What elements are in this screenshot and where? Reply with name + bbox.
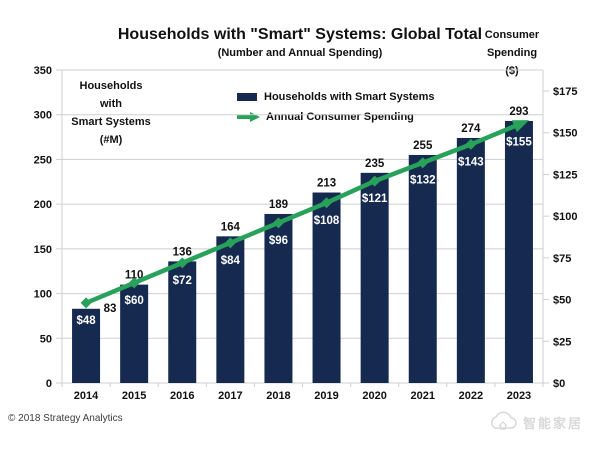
right-axis-tick-label: $125 [553, 169, 577, 181]
bar-2019 [312, 192, 341, 383]
x-axis-year-label: 2021 [411, 390, 435, 402]
legend-item-spending: Annual Consumer Spending [237, 109, 435, 125]
right-axis-tick-label: $75 [553, 253, 571, 265]
watermark-logo-icon [491, 411, 517, 430]
line-marker-2017 [224, 237, 236, 249]
bar-count-label: 293 [509, 106, 528, 118]
spending-value-label: $84 [221, 255, 241, 267]
watermark: 智能家居 [487, 400, 597, 444]
spending-value-label: $108 [314, 215, 340, 227]
left-axis-title-line: with [100, 98, 122, 110]
right-axis-tick-label: $25 [553, 336, 571, 348]
bar-swatch-icon [237, 93, 257, 101]
x-axis-year-label: 2020 [362, 390, 386, 402]
bar-2022 [456, 137, 485, 383]
line-marker-2022 [465, 138, 477, 150]
spending-value-label: $96 [269, 235, 288, 247]
line-marker-2014 [80, 297, 92, 309]
right-axis-title-line: Consumer [484, 29, 540, 41]
x-axis-year-label: 2016 [170, 390, 194, 402]
line-marker-2018 [272, 217, 284, 229]
right-axis-tick-label: $50 [553, 295, 571, 307]
x-axis-year-label: 2015 [122, 390, 146, 402]
line-marker-2016 [176, 257, 188, 269]
chart-legend: Households with Smart Systems Annual Con… [237, 89, 435, 125]
bar-count-label: 189 [269, 199, 288, 211]
left-axis-tick-label: 200 [34, 199, 52, 211]
x-axis-year-label: 2019 [314, 390, 338, 402]
bar-count-label: 136 [173, 246, 192, 258]
bar-2020 [360, 172, 389, 383]
left-axis-title-line: Smart Systems [71, 116, 151, 128]
spending-value-label: $72 [173, 275, 192, 287]
left-axis-tick-label: 100 [34, 289, 52, 301]
spending-value-label: $143 [458, 156, 484, 168]
bar-2021 [408, 154, 437, 383]
spending-value-label: $121 [362, 193, 388, 205]
bar-count-label: 255 [413, 140, 433, 152]
spending-line [85, 122, 520, 305]
right-axis-tick-label: $100 [553, 211, 577, 223]
legend-item-households: Households with Smart Systems [237, 89, 435, 105]
legend-label-spending: Annual Consumer Spending [266, 111, 414, 123]
left-axis-tick-label: 0 [46, 378, 52, 390]
left-axis-title-line: (#M) [99, 134, 123, 146]
line-marker-2021 [417, 157, 429, 169]
bar-2017 [216, 236, 245, 383]
spending-value-label: $155 [506, 136, 532, 148]
line-arrowhead [511, 120, 530, 133]
bar-count-label: 164 [221, 221, 241, 233]
spending-value-label: $60 [125, 295, 144, 307]
left-axis-tick-label: 250 [34, 154, 52, 166]
right-axis-title-line: Spending [486, 47, 538, 59]
spending-value-label: $132 [410, 175, 436, 187]
x-axis-year-label: 2017 [218, 390, 242, 402]
x-axis-year-label: 2023 [507, 390, 531, 402]
bar-count-label: 213 [317, 178, 336, 190]
bar-2016 [168, 261, 197, 383]
left-axis-tick-label: 50 [40, 333, 52, 345]
right-axis-title-line: ($) [505, 65, 519, 77]
copyright-text: © 2018 Strategy Analytics [8, 413, 123, 424]
chart-subtitle: (Number and Annual Spending) [217, 47, 383, 59]
x-axis-year-label: 2018 [266, 390, 290, 402]
left-axis-tick-label: 300 [34, 110, 52, 122]
chart-title: Households with "Smart" Systems: Global … [117, 26, 483, 43]
bar-2018 [264, 213, 293, 383]
bar-2015 [120, 284, 149, 383]
spending-value-label: $48 [76, 315, 96, 327]
right-axis-tick-label: $150 [553, 128, 577, 140]
right-axis-title: Consumer Spending ($) [462, 26, 562, 80]
x-axis-year-label: 2022 [459, 390, 483, 402]
bar-2014 [72, 308, 101, 383]
left-axis-title-line: Households [79, 80, 143, 92]
left-axis-tick-label: 350 [34, 65, 52, 77]
line-marker-2020 [369, 175, 381, 187]
right-axis-tick-label: $175 [553, 86, 577, 98]
bar-count-label: 83 [104, 303, 117, 315]
left-axis-tick-label: 150 [34, 244, 52, 256]
x-axis-year-label: 2014 [74, 390, 99, 402]
legend-label-households: Households with Smart Systems [264, 91, 435, 103]
line-marker-2019 [321, 197, 333, 209]
watermark-text: 智能家居 [523, 415, 584, 431]
right-axis-tick-label: $0 [553, 378, 565, 390]
bar-count-label: 274 [461, 123, 481, 135]
line-marker-2015 [128, 277, 140, 289]
left-axis-title: Households with Smart Systems (#M) [62, 77, 160, 149]
bar-2023 [504, 120, 533, 383]
bar-count-label: 235 [365, 158, 385, 170]
